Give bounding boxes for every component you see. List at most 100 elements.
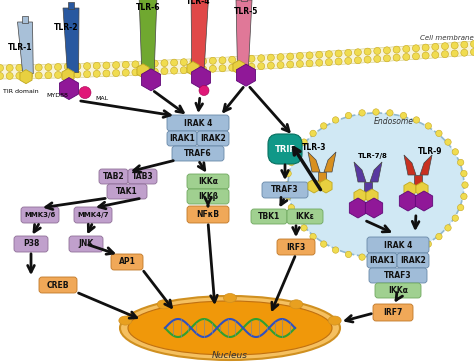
FancyBboxPatch shape <box>373 304 413 321</box>
FancyBboxPatch shape <box>187 189 229 204</box>
Circle shape <box>267 54 274 61</box>
FancyBboxPatch shape <box>369 268 427 283</box>
Circle shape <box>374 55 381 63</box>
Ellipse shape <box>288 113 464 257</box>
Circle shape <box>132 69 139 76</box>
Circle shape <box>180 67 187 74</box>
Circle shape <box>383 55 391 62</box>
Text: TAK1: TAK1 <box>116 187 138 196</box>
Polygon shape <box>308 152 320 172</box>
Text: CREB: CREB <box>47 281 69 290</box>
Ellipse shape <box>157 300 170 309</box>
FancyBboxPatch shape <box>268 134 302 164</box>
Ellipse shape <box>119 316 132 325</box>
Circle shape <box>142 68 149 75</box>
Polygon shape <box>68 2 74 9</box>
Circle shape <box>171 67 178 74</box>
Polygon shape <box>236 0 252 65</box>
FancyBboxPatch shape <box>397 253 429 268</box>
FancyBboxPatch shape <box>39 277 77 293</box>
Circle shape <box>445 139 451 145</box>
Text: TLR-7/8: TLR-7/8 <box>358 153 388 159</box>
Circle shape <box>425 241 431 247</box>
Circle shape <box>161 68 168 75</box>
Circle shape <box>332 117 339 123</box>
Circle shape <box>0 72 3 80</box>
Circle shape <box>93 70 100 77</box>
Circle shape <box>335 50 342 57</box>
Circle shape <box>457 159 464 166</box>
Circle shape <box>373 109 379 115</box>
Circle shape <box>228 64 236 71</box>
FancyBboxPatch shape <box>74 207 112 223</box>
Polygon shape <box>18 22 33 73</box>
Circle shape <box>151 68 158 75</box>
FancyBboxPatch shape <box>251 209 287 224</box>
Text: TBK1: TBK1 <box>258 212 280 221</box>
Circle shape <box>161 60 168 67</box>
Text: TIR domain: TIR domain <box>3 89 38 94</box>
Circle shape <box>219 57 226 64</box>
Circle shape <box>355 57 361 64</box>
Circle shape <box>432 51 439 58</box>
Circle shape <box>471 49 474 55</box>
Text: MMK4/7: MMK4/7 <box>77 212 109 218</box>
Circle shape <box>74 63 81 70</box>
Circle shape <box>373 255 379 261</box>
Circle shape <box>45 72 52 79</box>
FancyBboxPatch shape <box>107 184 147 199</box>
Circle shape <box>83 63 91 70</box>
Polygon shape <box>370 162 382 182</box>
Circle shape <box>103 70 110 77</box>
Text: Nucleus: Nucleus <box>212 352 248 361</box>
Circle shape <box>412 45 419 52</box>
Circle shape <box>287 53 294 60</box>
Text: TLR-6: TLR-6 <box>136 4 160 13</box>
Circle shape <box>364 56 371 63</box>
Circle shape <box>422 44 429 51</box>
Text: IKKβ: IKKβ <box>198 192 218 201</box>
Polygon shape <box>354 189 366 203</box>
Circle shape <box>190 58 197 65</box>
Circle shape <box>310 233 316 240</box>
Circle shape <box>306 60 313 67</box>
FancyBboxPatch shape <box>128 169 157 184</box>
Circle shape <box>393 46 400 53</box>
Circle shape <box>45 64 52 71</box>
Polygon shape <box>349 198 367 218</box>
Circle shape <box>26 64 33 71</box>
Circle shape <box>422 52 429 59</box>
Circle shape <box>113 62 119 68</box>
Circle shape <box>228 56 236 63</box>
Circle shape <box>441 43 448 50</box>
FancyBboxPatch shape <box>187 174 229 189</box>
Circle shape <box>301 139 307 145</box>
Circle shape <box>16 64 23 71</box>
Circle shape <box>16 72 23 79</box>
Polygon shape <box>364 182 372 194</box>
Text: MAL: MAL <box>95 96 108 101</box>
Text: TRAF3: TRAF3 <box>384 271 412 280</box>
Text: TRIF: TRIF <box>274 146 295 155</box>
Polygon shape <box>318 172 326 184</box>
Polygon shape <box>22 16 27 23</box>
Circle shape <box>74 71 81 78</box>
Circle shape <box>412 53 419 60</box>
Circle shape <box>445 225 451 231</box>
Circle shape <box>403 54 410 60</box>
FancyBboxPatch shape <box>375 283 421 298</box>
Circle shape <box>325 51 332 58</box>
Circle shape <box>0 64 3 72</box>
Circle shape <box>122 69 129 76</box>
Polygon shape <box>324 152 336 172</box>
Circle shape <box>403 46 410 52</box>
Circle shape <box>113 70 119 77</box>
Circle shape <box>55 71 62 79</box>
Circle shape <box>64 71 71 78</box>
Circle shape <box>180 59 187 66</box>
FancyBboxPatch shape <box>277 239 315 255</box>
Circle shape <box>451 42 458 49</box>
Polygon shape <box>139 0 157 70</box>
Polygon shape <box>62 68 74 83</box>
Circle shape <box>306 52 313 59</box>
